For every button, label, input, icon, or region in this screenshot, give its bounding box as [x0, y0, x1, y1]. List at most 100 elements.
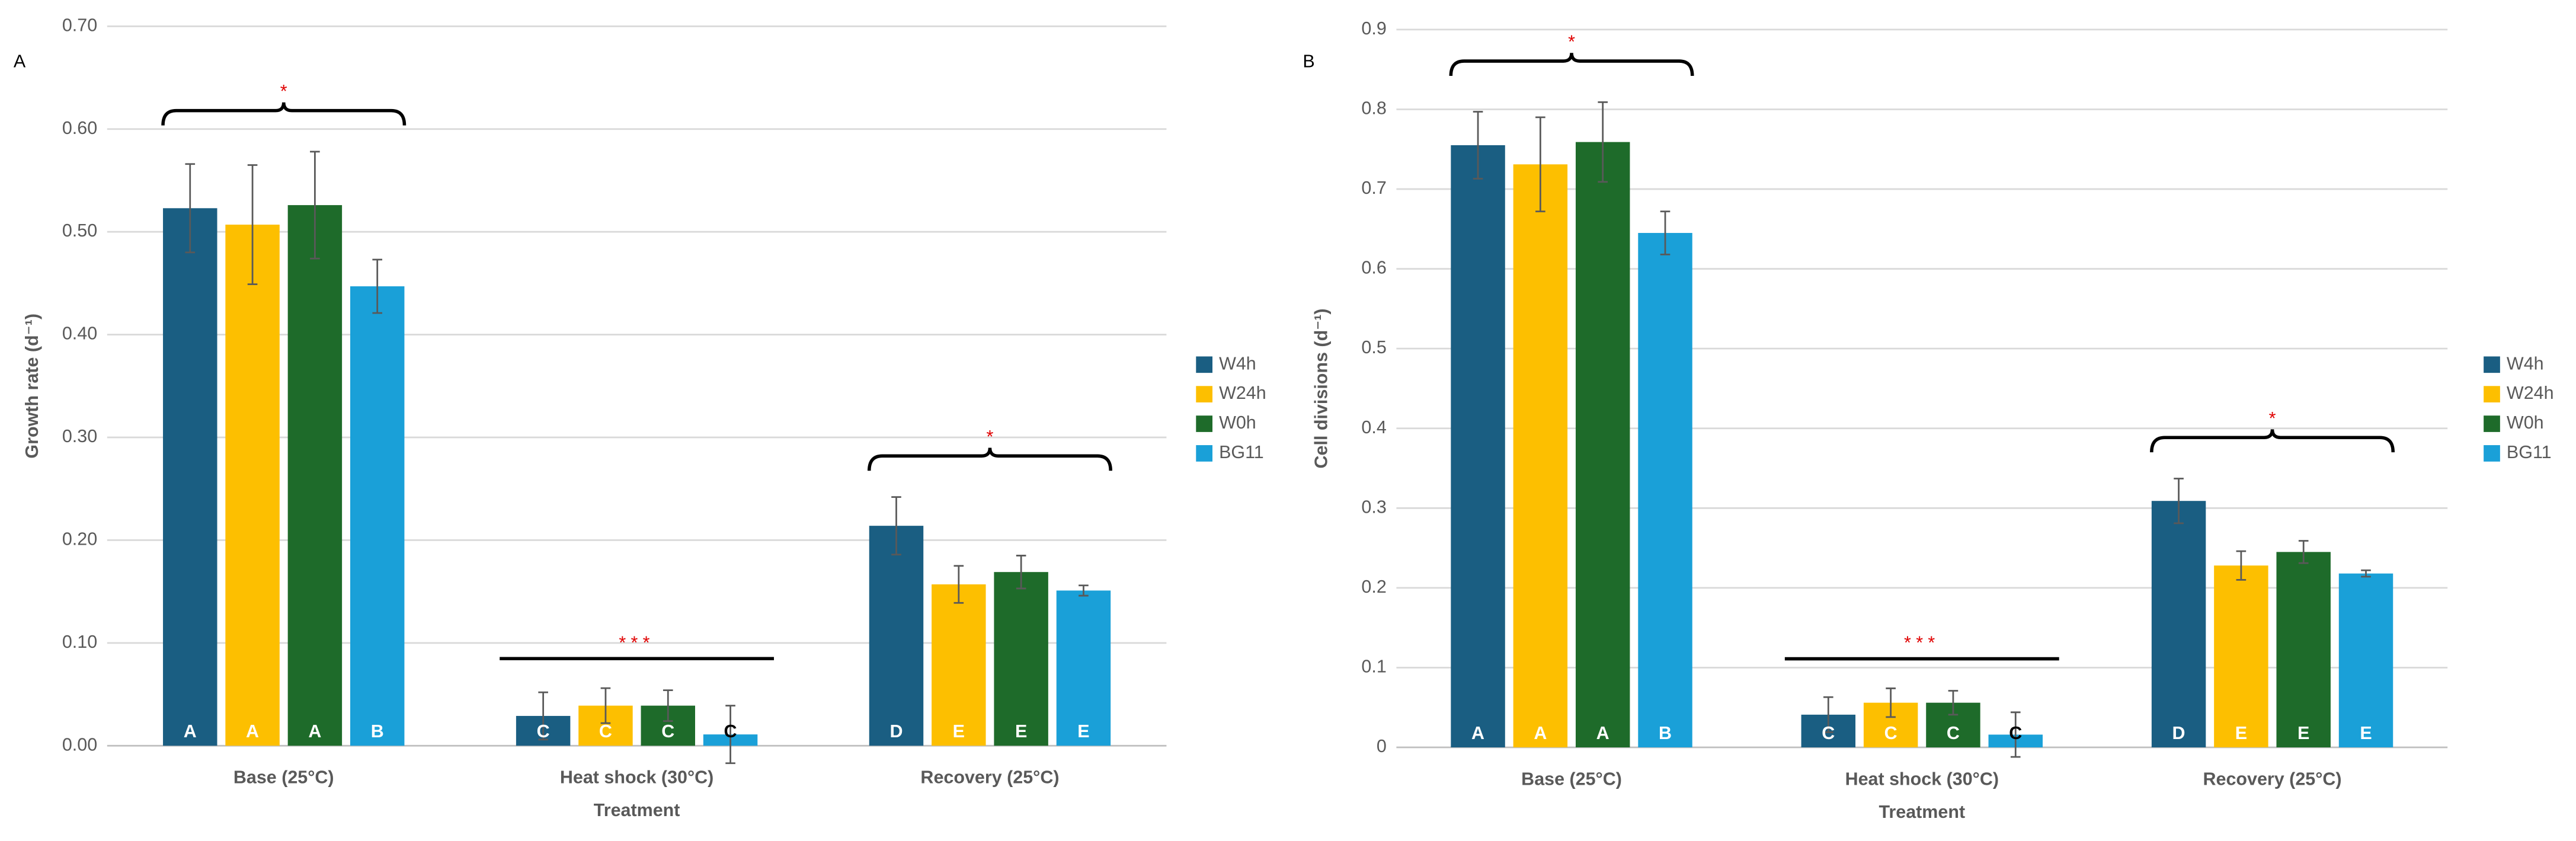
- error-bar: [2361, 569, 2371, 578]
- y-tick-label: 0: [1377, 736, 1387, 756]
- bar-letter: C: [2009, 723, 2022, 743]
- bar: [1451, 145, 1505, 748]
- y-tick-label: 0.10: [62, 632, 97, 652]
- y-tick-label: 0.8: [1361, 98, 1386, 119]
- bar-letter: A: [246, 721, 259, 741]
- error-bar: [1473, 111, 1483, 180]
- error-bar: [1948, 690, 1959, 716]
- y-tick-label: 0.3: [1361, 497, 1386, 517]
- error-bar: [538, 691, 548, 741]
- bar: [350, 286, 405, 746]
- bar: [225, 225, 280, 746]
- bar: [1638, 233, 1692, 748]
- bar: [2214, 565, 2268, 748]
- bar: [2338, 573, 2393, 748]
- bar-letter: D: [889, 721, 903, 741]
- bar-letter: C: [537, 721, 550, 741]
- x-tick-label: Recovery (25°C): [920, 768, 1059, 788]
- panel-label: A: [14, 51, 26, 71]
- error-bar: [600, 687, 611, 724]
- legend-swatch: [2484, 386, 2500, 403]
- legend-label: BG11: [1219, 442, 1264, 462]
- error-bar: [1016, 555, 1026, 590]
- bar-letter: E: [2297, 723, 2309, 743]
- bar-letter: A: [1471, 723, 1484, 743]
- bar: [1513, 164, 1568, 748]
- significance-brace: [868, 447, 1112, 471]
- error-bar: [1535, 116, 1545, 213]
- error-bar: [2236, 550, 2247, 581]
- bar-letter: E: [2360, 723, 2372, 743]
- significance-brace: [161, 102, 407, 126]
- legend-label: W0h: [2507, 412, 2544, 433]
- error-bar: [725, 705, 735, 765]
- y-axis-label: Cell divisions (d⁻¹): [1311, 308, 1332, 468]
- bar-letter: A: [1534, 723, 1547, 743]
- legend-swatch: [2484, 356, 2500, 373]
- y-tick-label: 0.9: [1361, 18, 1386, 39]
- error-bar: [1598, 101, 1608, 183]
- significance-mark: *: [1568, 32, 1575, 52]
- bar: [869, 526, 924, 746]
- x-tick-label: Heat shock (30°C): [1845, 769, 1999, 789]
- error-bar: [663, 689, 673, 722]
- legend-swatch: [2484, 415, 2500, 432]
- x-tick-label: Heat shock (30°C): [560, 768, 713, 788]
- bar: [1056, 590, 1111, 746]
- bar-letter: C: [661, 721, 674, 741]
- legend-swatch: [1196, 445, 1213, 462]
- bar-letter: C: [1884, 723, 1897, 743]
- error-bar: [2298, 540, 2309, 564]
- legend-label: W4h: [1219, 353, 1256, 373]
- legend-label: W4h: [2507, 353, 2544, 373]
- significance-mark: *: [280, 81, 287, 101]
- bar: [287, 205, 343, 746]
- error-bar: [185, 163, 196, 254]
- error-bar: [1660, 210, 1671, 255]
- bar-letter: C: [1947, 723, 1960, 743]
- x-tick-label: Base (25°C): [1521, 769, 1622, 789]
- significance-mark: ***: [1904, 633, 1940, 653]
- y-tick-label: 0.30: [62, 426, 97, 446]
- bar-letter: C: [1822, 723, 1835, 743]
- error-bar: [953, 565, 964, 604]
- y-tick-label: 0.70: [62, 15, 97, 35]
- bar-letter: A: [308, 721, 321, 741]
- bar-letter: B: [371, 721, 384, 741]
- legend-swatch: [2484, 445, 2500, 462]
- bar-letter: E: [1015, 721, 1027, 741]
- x-axis-label: Treatment: [594, 800, 680, 820]
- y-tick-label: 0.7: [1361, 178, 1386, 198]
- y-tick-label: 0.6: [1361, 258, 1386, 278]
- legend-label: W0h: [1219, 412, 1256, 433]
- bar: [1575, 142, 1630, 748]
- bar: [932, 584, 986, 746]
- significance-mark: *: [2269, 408, 2276, 429]
- y-tick-label: 0.4: [1361, 417, 1386, 437]
- error-bar: [2174, 478, 2184, 525]
- legend-label: BG11: [2507, 442, 2552, 462]
- error-bar: [247, 164, 258, 286]
- panel-label: B: [1303, 51, 1314, 71]
- y-tick-label: 0.40: [62, 324, 97, 344]
- x-tick-label: Recovery (25°C): [2203, 769, 2342, 789]
- y-tick-label: 0.60: [62, 118, 97, 138]
- y-tick-label: 0.5: [1361, 337, 1386, 357]
- legend-label: W24h: [1219, 383, 1266, 403]
- legend-label: W24h: [2507, 383, 2554, 403]
- bar-letter: D: [2172, 723, 2185, 743]
- bar-letter: E: [2235, 723, 2247, 743]
- error-bar: [2010, 711, 2021, 758]
- x-axis-label: Treatment: [1879, 802, 1965, 822]
- error-bar: [1079, 584, 1089, 597]
- x-tick-label: Base (25°C): [233, 768, 334, 788]
- bar-letter: A: [184, 721, 197, 741]
- significance-mark: ***: [619, 632, 655, 653]
- bar-letter: A: [1596, 723, 1609, 743]
- bar: [994, 572, 1048, 746]
- bar-letter: B: [1659, 723, 1672, 743]
- bar-letter: E: [1077, 721, 1089, 741]
- y-tick-label: 0.1: [1361, 657, 1386, 677]
- bar-letter: C: [724, 721, 737, 741]
